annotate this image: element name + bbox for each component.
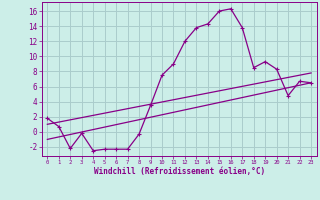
X-axis label: Windchill (Refroidissement éolien,°C): Windchill (Refroidissement éolien,°C) bbox=[94, 167, 265, 176]
